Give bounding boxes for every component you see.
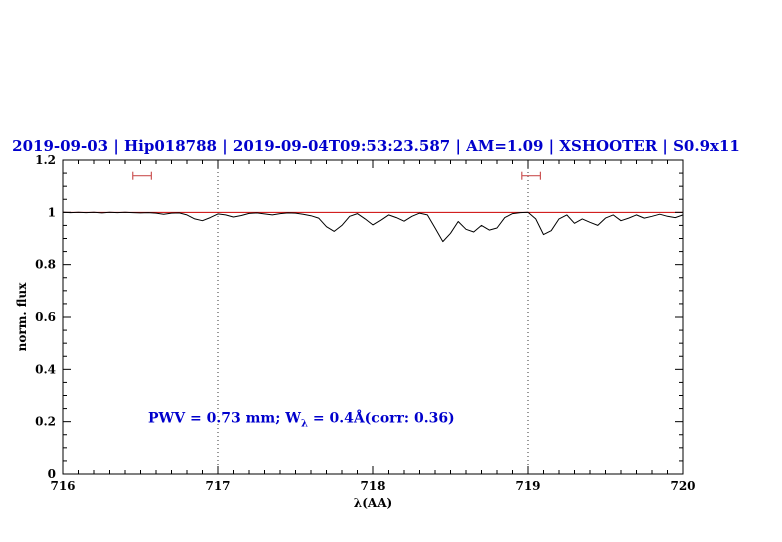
y-tick-label: 0 <box>48 467 56 481</box>
x-tick-label: 717 <box>205 479 230 493</box>
y-tick-label: 0.8 <box>35 258 56 272</box>
y-tick-label: 0.2 <box>35 415 56 429</box>
x-tick-label: 719 <box>515 479 540 493</box>
y-tick-label: 1.2 <box>35 153 56 167</box>
annotation-prefix: PWV = 0.73 mm; W <box>148 410 301 427</box>
x-axis-label: λ(AA) <box>353 496 393 510</box>
y-tick-label: 1 <box>48 205 56 219</box>
spectrum-line <box>62 211 684 243</box>
x-tick-label: 720 <box>670 479 695 493</box>
pwv-annotation: PWV = 0.73 mm; Wλ = 0.4Å(corr: 0.36) <box>148 411 455 430</box>
x-tick-label: 718 <box>360 479 385 493</box>
annotation-lambda-subscript: λ <box>300 418 308 430</box>
y-tick-label: 0.4 <box>35 362 56 376</box>
range-marker-1 <box>132 171 152 180</box>
y-axis-label: norm. flux <box>15 282 29 352</box>
x-tick-label: 716 <box>50 479 75 493</box>
plot-title: 2019-09-03 | Hip018788 | 2019-09-04T09:5… <box>12 137 740 155</box>
annotation-suffix: = 0.4Å(corr: 0.36) <box>307 410 455 427</box>
y-tick-label: 0.6 <box>35 310 56 324</box>
range-marker-2 <box>521 171 542 180</box>
